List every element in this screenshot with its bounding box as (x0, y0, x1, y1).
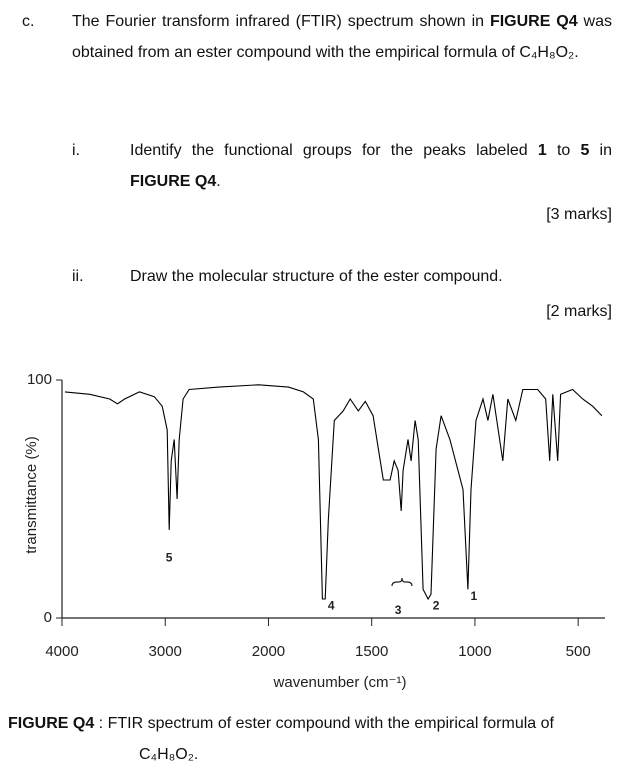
question-label: c. (22, 13, 35, 30)
peak-label: 2 (433, 598, 440, 612)
y-axis-label: transmittance (%) (23, 436, 40, 554)
peak-label: 4 (328, 598, 335, 612)
text: Identify the functional groups for the p… (130, 142, 538, 159)
peak-label: 3 (395, 603, 402, 617)
part-text: Identify the functional groups for the p… (130, 135, 612, 197)
caption-text: FTIR spectrum of ester compound with the… (107, 715, 554, 763)
x-tick-label: 1500 (355, 643, 388, 660)
text: 5 (580, 142, 590, 159)
marks: [2 marks] (546, 303, 612, 320)
peak-label: 1 (471, 589, 478, 603)
x-tick-label: 3000 (149, 643, 182, 660)
peak-label: 5 (166, 551, 173, 565)
y-tick-label: 100 (27, 371, 52, 388)
part-text: Draw the molecular structure of the este… (130, 261, 612, 292)
text: . (216, 173, 221, 190)
text: : (94, 715, 108, 732)
x-tick-label: 500 (566, 643, 591, 660)
question-text: The Fourier transform infrared (FTIR) sp… (72, 6, 612, 68)
text: in (589, 142, 613, 159)
text: Draw the molecular structure of the este… (130, 268, 503, 285)
x-axis-label: wavenumber (cm⁻¹) (273, 674, 407, 691)
x-tick-label: 2000 (252, 643, 285, 660)
x-tick-label: 1000 (458, 643, 491, 660)
part-label: i. (72, 142, 80, 159)
text: The Fourier transform infrared (FTIR) sp… (72, 13, 490, 30)
text: 1 (537, 142, 547, 159)
spectrum-line (64, 384, 603, 601)
x-tick-label: 4000 (45, 643, 78, 660)
text: was obtained from an ester compound with… (72, 13, 612, 61)
caption-label: FIGURE Q4 (8, 715, 95, 732)
marks: [3 marks] (546, 206, 612, 223)
brace (391, 577, 413, 587)
caption: FIGURE Q4 : FTIR spectrum of ester compo… (8, 708, 612, 770)
text: FIGURE Q4 (489, 13, 578, 30)
part-label: ii. (72, 268, 84, 285)
chart: transmittance (%) wavenumber (cm⁻¹) 0 100… (23, 371, 605, 691)
text: to (546, 142, 581, 159)
y-tick-label: 0 (44, 609, 52, 626)
text: FIGURE Q4 (130, 173, 217, 190)
